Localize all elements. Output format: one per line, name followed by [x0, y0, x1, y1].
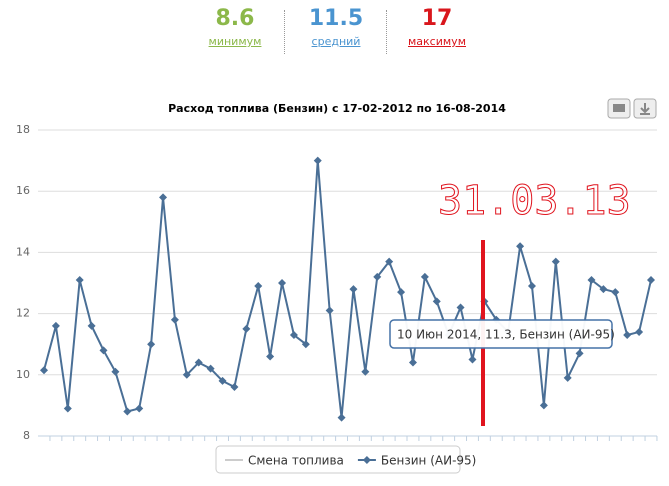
point — [623, 331, 632, 340]
point — [599, 285, 608, 294]
point — [468, 355, 477, 364]
tooltip: 10 Июн 2014, 11.3, Бензин (АИ-95) — [389, 319, 615, 349]
point — [40, 366, 48, 375]
chart-title: Расход топлива (Бензин) с 17-02-2012 по … — [168, 102, 506, 115]
y-tick-label: 8 — [23, 429, 30, 442]
point — [527, 282, 536, 291]
annotation: 31.03.13 — [438, 178, 631, 224]
point — [182, 370, 191, 379]
point — [313, 156, 322, 165]
legend-label: Бензин (АИ-95) — [381, 454, 476, 468]
point — [194, 358, 203, 367]
point — [289, 331, 298, 340]
point — [87, 321, 96, 330]
point — [397, 288, 406, 297]
point — [575, 349, 584, 358]
stat-value: 17 — [421, 6, 453, 31]
point — [170, 315, 179, 324]
stat-max: 17 максимум — [382, 4, 492, 50]
legend — [215, 445, 461, 474]
print-button[interactable] — [607, 98, 631, 119]
tooltip-text: 10 Июн 2014, 11.3, Бензин (АИ-95) — [397, 328, 615, 342]
point — [135, 404, 144, 413]
stat-value: 11.5 — [308, 6, 364, 31]
point — [563, 373, 572, 382]
stat-label[interactable]: средний — [311, 35, 361, 48]
point — [266, 352, 275, 361]
point — [254, 282, 263, 291]
stat-value: 8.6 — [215, 6, 255, 31]
point — [75, 275, 84, 284]
point — [337, 413, 346, 422]
stat-avg: 11.5 средний — [281, 4, 391, 50]
point — [63, 404, 72, 413]
point — [123, 407, 132, 416]
point — [635, 327, 644, 336]
point — [539, 401, 548, 410]
separator — [386, 10, 387, 54]
point — [456, 303, 465, 312]
point — [278, 279, 287, 287]
point — [551, 257, 560, 266]
point — [111, 367, 120, 376]
point — [206, 364, 215, 373]
point — [420, 272, 429, 281]
point — [516, 242, 525, 251]
point — [230, 383, 239, 392]
point — [301, 340, 310, 349]
y-tick-label: 18 — [16, 123, 30, 136]
download-button[interactable] — [633, 98, 657, 119]
point — [159, 193, 168, 202]
point — [51, 321, 60, 330]
stat-min: 8.6 минимум — [180, 4, 290, 50]
point — [408, 358, 417, 367]
point — [147, 340, 156, 349]
point — [361, 367, 370, 376]
y-tick-label: 16 — [16, 184, 30, 197]
point — [587, 275, 596, 284]
y-tick-label: 10 — [16, 368, 30, 381]
point — [611, 288, 620, 297]
point — [99, 346, 108, 355]
point — [349, 285, 358, 294]
stat-label[interactable]: минимум — [208, 35, 262, 48]
stat-label[interactable]: максимум — [408, 35, 466, 48]
point — [242, 324, 251, 333]
y-tick-label: 12 — [16, 307, 30, 320]
point — [385, 257, 394, 266]
y-tick-label: 14 — [16, 245, 30, 258]
legend-marker — [362, 456, 371, 464]
point — [647, 275, 655, 284]
legend-label: Смена топлива — [248, 454, 344, 468]
point — [325, 306, 334, 315]
point — [373, 272, 382, 281]
separator — [284, 10, 285, 54]
point — [432, 297, 441, 306]
point — [218, 376, 227, 385]
